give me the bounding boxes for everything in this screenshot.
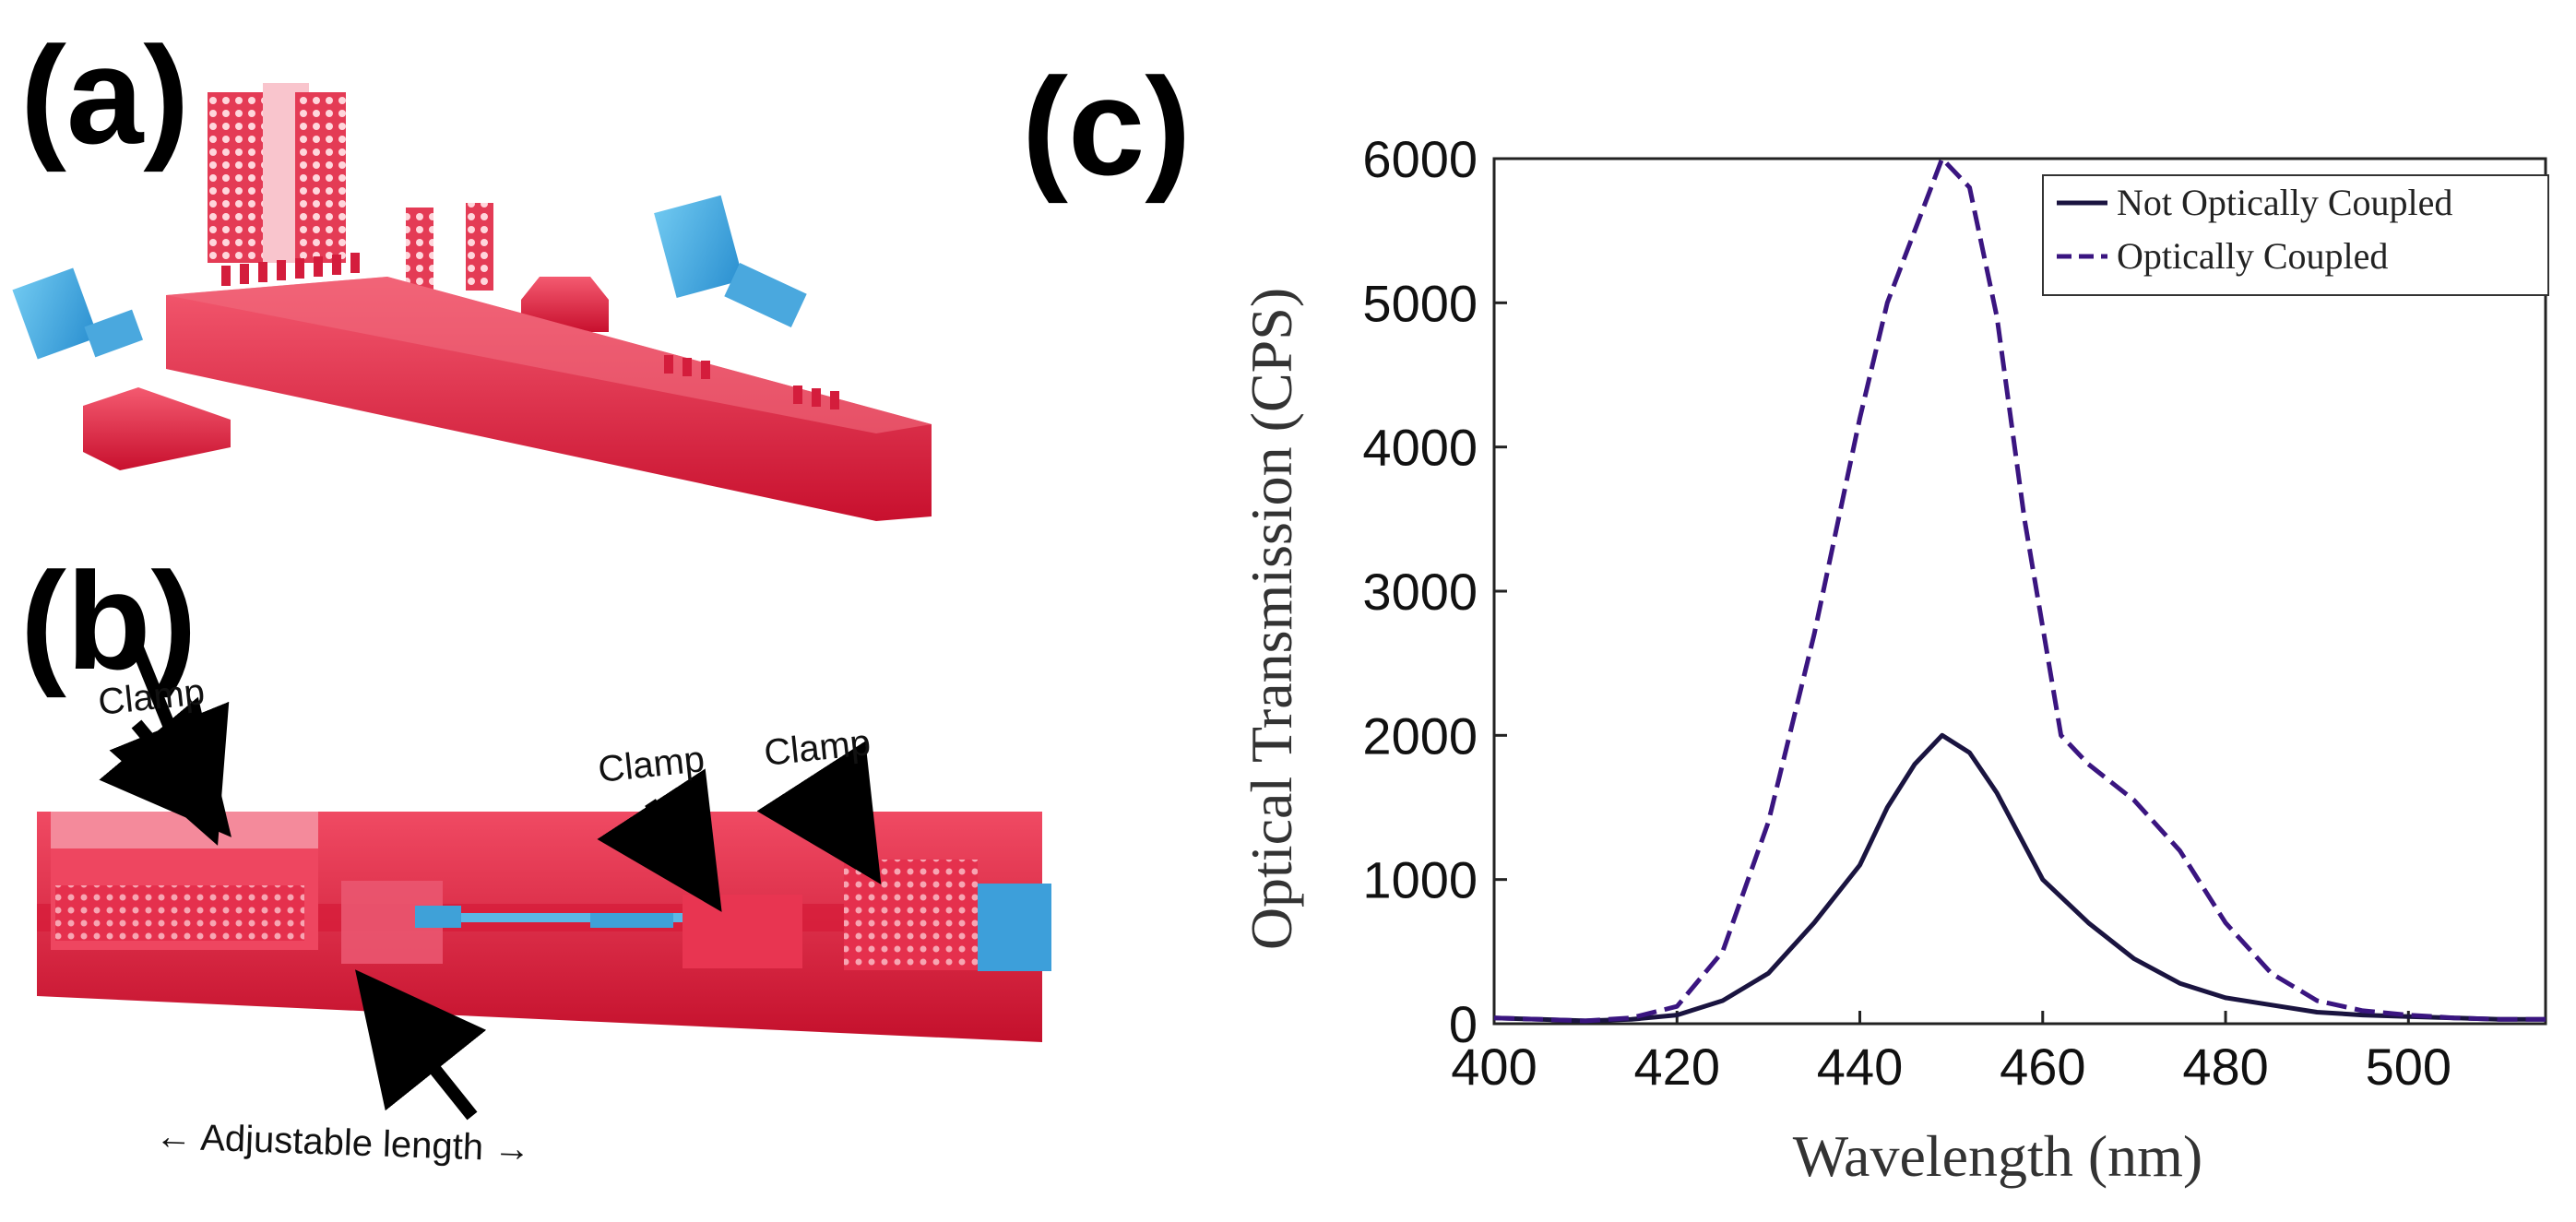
y-tick-label: 1000 [1362, 851, 1478, 909]
clamp-tall-left [208, 92, 263, 263]
annotation-adjustable-length: ← Adjustable length → [155, 1116, 531, 1169]
x-tick-label: 420 [1634, 1038, 1720, 1096]
clamp-block-mid [683, 895, 802, 968]
y-tick-label: 2000 [1362, 706, 1478, 765]
annotation-clamp-mid: Clamp [596, 739, 706, 790]
connector-right [654, 195, 744, 298]
panel-label-a: (a) [20, 18, 190, 172]
clamp-tall-right [295, 92, 346, 263]
x-axis-label: Wavelength (nm) [1793, 1123, 2202, 1189]
annotation-clamp-left: Clamp [96, 671, 207, 723]
x-axis-ticks: 400 420 440 460 480 500 [1451, 1011, 2451, 1096]
legend-label-not-coupled: Not Optically Coupled [2117, 182, 2452, 223]
y-tick-label: 3000 [1362, 563, 1478, 621]
legend: Not Optically Coupled Optically Coupled [2042, 174, 2549, 296]
clamp-small-a [406, 208, 433, 291]
series-line-optically-coupled [1493, 156, 2546, 1024]
panel-label-b: (b) [20, 543, 197, 698]
clamp-small-c [521, 277, 609, 332]
clamp-small-b [466, 203, 493, 291]
series-line-not-optically-coupled [1493, 732, 2546, 1024]
y-axis-ticks: 0 1000 2000 3000 4000 5000 6000 [1362, 130, 1507, 1053]
panel-label-c: (c) [1022, 49, 1192, 204]
y-axis-label: Optical Transmission (CPS) [1239, 288, 1304, 950]
clamp-block-right [844, 860, 978, 970]
y-tick-label: 5000 [1362, 274, 1478, 332]
photo-disassembled-parts [12, 83, 932, 521]
x-tick-label: 400 [1451, 1038, 1537, 1096]
series-group [1493, 156, 2546, 1024]
rail-base [166, 277, 932, 521]
x-tick-label: 480 [2182, 1038, 2268, 1096]
photo-assembled-device: Clamp Clamp Clamp ← Adjustable length → [37, 646, 1051, 1169]
legend-label-coupled: Optically Coupled [2117, 235, 2388, 277]
y-tick-label: 0 [1449, 995, 1478, 1053]
x-tick-label: 440 [1817, 1038, 1903, 1096]
x-tick-label: 500 [2366, 1038, 2451, 1096]
connector-left [12, 267, 99, 360]
transmission-chart: 0 1000 2000 3000 4000 5000 6000 400 420 440 460 48… [1239, 130, 2549, 1189]
annotation-clamp-right: Clamp [762, 722, 873, 774]
x-tick-label: 460 [2000, 1038, 2085, 1096]
connector-end [978, 884, 1051, 971]
y-tick-label: 4000 [1362, 419, 1478, 477]
connector-mount [83, 387, 231, 470]
y-tick-label: 6000 [1362, 130, 1478, 188]
